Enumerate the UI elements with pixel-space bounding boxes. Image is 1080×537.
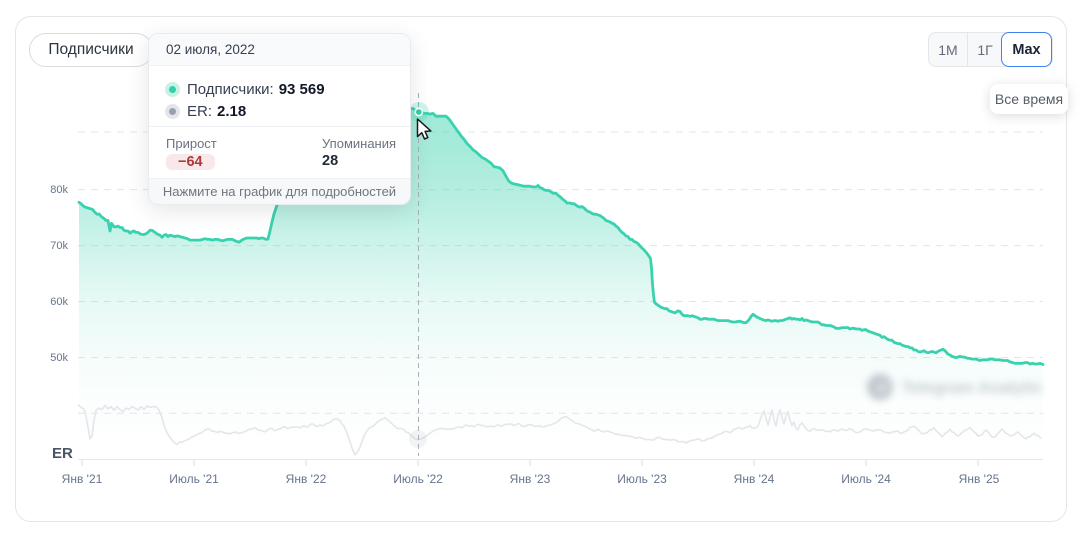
svg-text:Telegram Analytics: Telegram Analytics: [902, 379, 1042, 397]
